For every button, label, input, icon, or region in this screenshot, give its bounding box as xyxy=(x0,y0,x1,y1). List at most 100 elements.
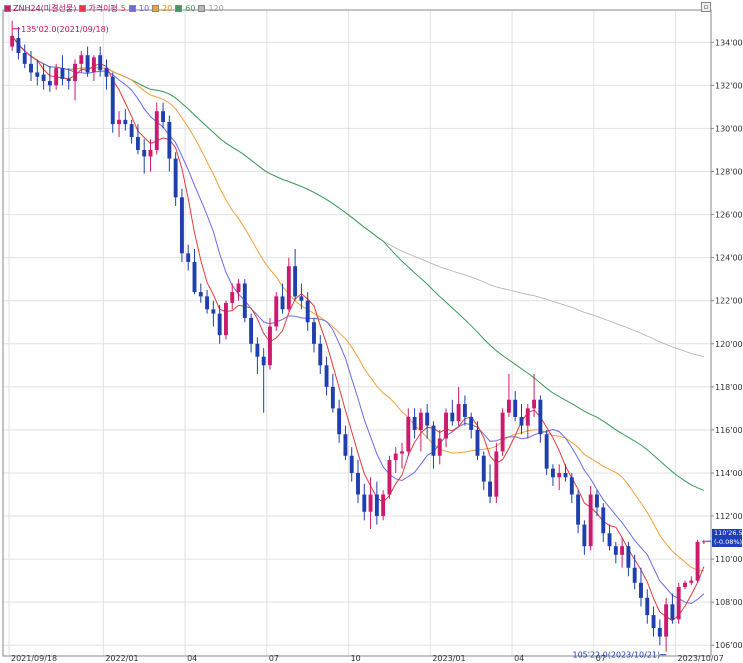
candle-body xyxy=(576,494,581,525)
candle-body xyxy=(41,74,46,82)
candle-body xyxy=(393,453,398,461)
legend-period-60: 60 xyxy=(185,3,196,13)
candle-body xyxy=(337,408,342,435)
candle-body xyxy=(161,111,166,122)
legend-period-120-swatch xyxy=(198,4,206,12)
high-annotation: 135'02.0(2021/09/18) xyxy=(21,25,109,34)
candle-body xyxy=(29,63,33,73)
candle-body xyxy=(286,266,291,310)
candle-body xyxy=(418,412,423,430)
candle-body xyxy=(500,412,505,452)
candle-body xyxy=(293,266,298,297)
candle-body xyxy=(167,121,172,159)
candle-body xyxy=(47,81,52,86)
candle-body xyxy=(249,317,254,344)
x-tick-label: 04 xyxy=(514,654,524,663)
candle-body xyxy=(550,468,555,478)
candle-body xyxy=(85,55,90,73)
candle-body xyxy=(54,68,59,86)
candle-body xyxy=(280,296,285,310)
legend-moving-average: 가격이평 xyxy=(79,3,118,14)
candle-body xyxy=(10,35,15,47)
candle-body xyxy=(645,597,650,616)
candle-body xyxy=(211,309,216,314)
ma120-line xyxy=(11,35,705,358)
candle-body xyxy=(676,587,681,620)
candle-body xyxy=(205,296,210,310)
y-tick-label: 112'00.0 xyxy=(715,512,743,521)
candle-body xyxy=(91,57,96,73)
x-tick-label: 07 xyxy=(269,654,279,663)
current-price-box: 110'26.5 (-0.08%) xyxy=(712,529,743,547)
y-tick-label: 122'00.0 xyxy=(715,297,743,306)
moving-average-layer xyxy=(11,35,705,622)
candle-body xyxy=(456,404,461,422)
candle-body xyxy=(620,546,625,555)
ma60-line xyxy=(11,35,705,491)
y-tick-label: 126'00.0 xyxy=(715,211,743,220)
candle-body xyxy=(613,546,618,555)
candle-body xyxy=(519,416,524,426)
grid-layer xyxy=(3,10,711,656)
candle-body xyxy=(186,253,191,262)
candle-body xyxy=(255,343,260,357)
legend-ma-label: 가격이평 xyxy=(88,3,118,13)
candle-body xyxy=(639,582,643,598)
candle-body xyxy=(117,119,121,125)
candle-body xyxy=(538,399,543,435)
candle-body xyxy=(268,326,272,366)
candle-body xyxy=(601,507,606,534)
candle-body xyxy=(582,524,587,547)
candle-body xyxy=(22,53,27,64)
candle-body xyxy=(437,438,442,456)
x-tick-label: 2022/01 xyxy=(105,654,138,663)
candle-body xyxy=(701,541,706,543)
chart-settings-button[interactable]: ▫ xyxy=(701,2,711,12)
current-price-value: 110'26.5 xyxy=(714,529,743,537)
y-tick-label: 132'00.0 xyxy=(715,81,743,90)
candle-body xyxy=(425,412,430,426)
candle-body xyxy=(689,580,694,583)
x-tick-label: 07 xyxy=(596,654,606,663)
candle-body xyxy=(563,472,568,478)
axis-layer: 106'00.0 108'00.0 110'00.0 112'00.0 114'00.0… xyxy=(2,9,743,663)
candle-body xyxy=(374,494,379,517)
plot-border xyxy=(2,9,712,657)
candle-body xyxy=(544,434,549,469)
y-tick-label: 118'00.0 xyxy=(715,383,743,392)
legend-instrument: ZNH24(미결선물) xyxy=(4,3,76,14)
candle-body xyxy=(142,149,147,157)
candle-body xyxy=(670,604,675,620)
candle-body xyxy=(343,434,348,456)
candle-body xyxy=(595,494,599,508)
candle-body xyxy=(494,451,499,497)
candle-body xyxy=(274,296,279,327)
ma20-line xyxy=(11,35,704,572)
candle-body xyxy=(400,451,404,454)
candle-body xyxy=(16,37,21,54)
candle-body xyxy=(657,628,662,637)
legend-period-10: 10 xyxy=(138,3,150,13)
legend: ZNH24(미결선물) 가격이평 5 10 20 60 120 xyxy=(4,3,224,13)
candle-body xyxy=(481,455,486,482)
candle-body xyxy=(179,197,184,254)
candle-body xyxy=(236,283,241,293)
candle-body xyxy=(525,408,530,426)
y-tick-label: 108'00.0 xyxy=(715,598,743,607)
candle-body xyxy=(230,292,235,303)
candle-body xyxy=(261,356,266,366)
x-tick-label: 2021/09/18 xyxy=(11,654,57,663)
candle-body xyxy=(695,541,700,581)
candle-body xyxy=(607,533,612,547)
candle-body xyxy=(368,494,373,512)
candle-body xyxy=(513,399,518,417)
candle-body xyxy=(223,302,228,336)
candle-body xyxy=(324,365,329,387)
candle-body xyxy=(469,416,474,430)
legend-period-60-swatch xyxy=(175,4,183,12)
candle-body xyxy=(79,55,84,64)
candle-body xyxy=(356,472,360,495)
candle-body xyxy=(349,455,354,473)
y-tick-label: 114'00.0 xyxy=(715,469,743,478)
